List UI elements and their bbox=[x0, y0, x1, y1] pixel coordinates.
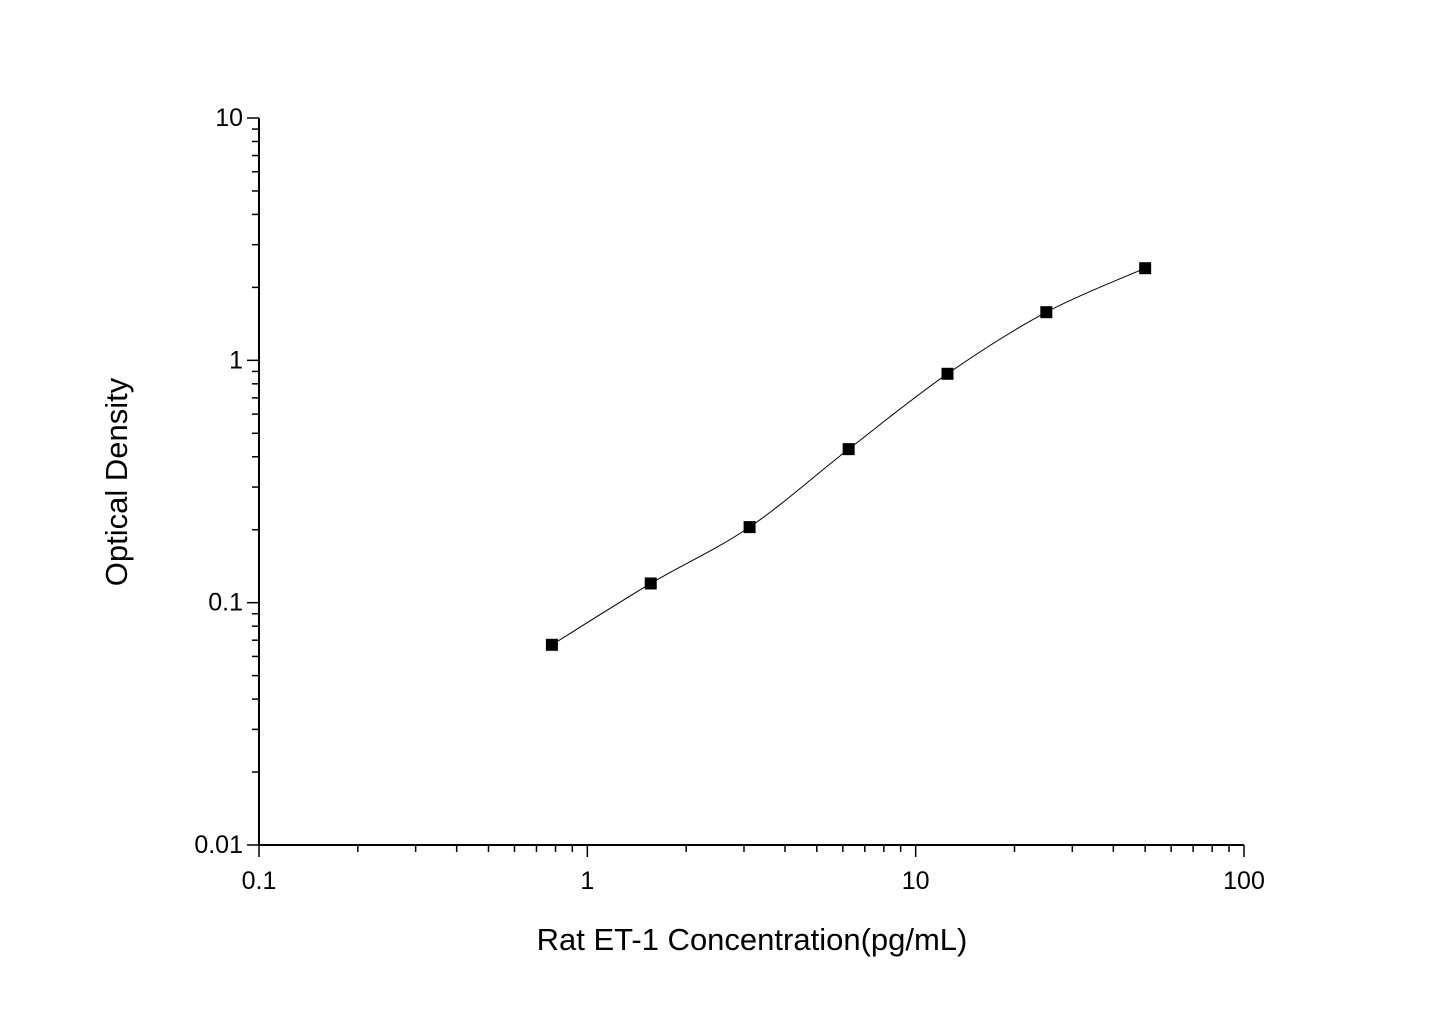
y-axis-label: Optical Density bbox=[99, 377, 134, 586]
data-markers bbox=[545, 262, 1152, 651]
data-point bbox=[1139, 262, 1152, 275]
data-point bbox=[644, 577, 657, 590]
x-tick-label: 0.1 bbox=[242, 867, 277, 895]
y-tick-label: 10 bbox=[215, 104, 243, 132]
axes bbox=[258, 118, 1244, 846]
x-axis-label: Rat ET-1 Concentration(pg/mL) bbox=[537, 922, 968, 957]
y-tick-label: 0.1 bbox=[208, 589, 243, 617]
tick-labels: 0.1 1 10 100 0.01 0.1 1 10 bbox=[194, 104, 1265, 895]
fit-curve bbox=[551, 267, 1146, 646]
data-point bbox=[1040, 306, 1053, 319]
x-tick-label: 10 bbox=[902, 867, 930, 895]
y-tick-label: 1 bbox=[229, 346, 243, 374]
data-point bbox=[743, 521, 756, 534]
x-tick-label: 100 bbox=[1223, 867, 1265, 895]
data-point bbox=[941, 367, 954, 380]
data-point bbox=[545, 638, 558, 651]
ticks bbox=[247, 117, 1245, 857]
x-tick-label: 1 bbox=[580, 867, 594, 895]
y-tick-label: 0.01 bbox=[194, 831, 243, 859]
data-point bbox=[842, 443, 855, 456]
